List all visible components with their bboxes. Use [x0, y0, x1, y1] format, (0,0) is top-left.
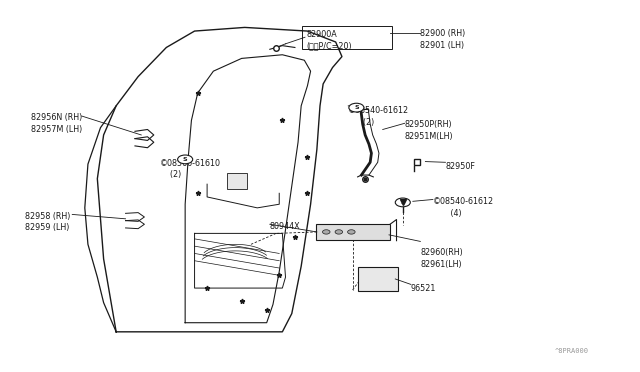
Circle shape [348, 230, 355, 234]
Text: 82900A
(付属P/C=20): 82900A (付属P/C=20) [307, 30, 353, 51]
Text: ©08540-61612
      (2): ©08540-61612 (2) [348, 106, 410, 126]
Text: S: S [183, 157, 188, 162]
Text: 80944X: 80944X [270, 222, 300, 231]
Text: S: S [354, 105, 358, 110]
Text: ©08566-61610
    (2): ©08566-61610 (2) [160, 159, 221, 179]
Text: 82900 (RH)
82901 (LH): 82900 (RH) 82901 (LH) [420, 29, 466, 50]
Text: 82950P(RH)
82951M(LH): 82950P(RH) 82951M(LH) [404, 121, 453, 141]
Text: 96521: 96521 [411, 285, 436, 294]
Text: ©08540-61612
       (4): ©08540-61612 (4) [433, 197, 494, 218]
Circle shape [178, 155, 193, 164]
Circle shape [323, 230, 330, 234]
Text: S: S [401, 200, 405, 205]
FancyBboxPatch shape [358, 267, 398, 291]
Circle shape [335, 230, 342, 234]
Text: 82960(RH)
82961(LH): 82960(RH) 82961(LH) [420, 248, 463, 269]
Text: 82950F: 82950F [445, 162, 476, 171]
Text: 82956N (RH)
82957M (LH): 82956N (RH) 82957M (LH) [31, 113, 83, 134]
Text: 82958 (RH)
82959 (LH): 82958 (RH) 82959 (LH) [25, 212, 70, 232]
Text: ^8PRA000: ^8PRA000 [556, 348, 589, 354]
Circle shape [396, 198, 410, 207]
FancyBboxPatch shape [227, 173, 246, 189]
Circle shape [349, 103, 364, 112]
FancyBboxPatch shape [316, 224, 390, 240]
